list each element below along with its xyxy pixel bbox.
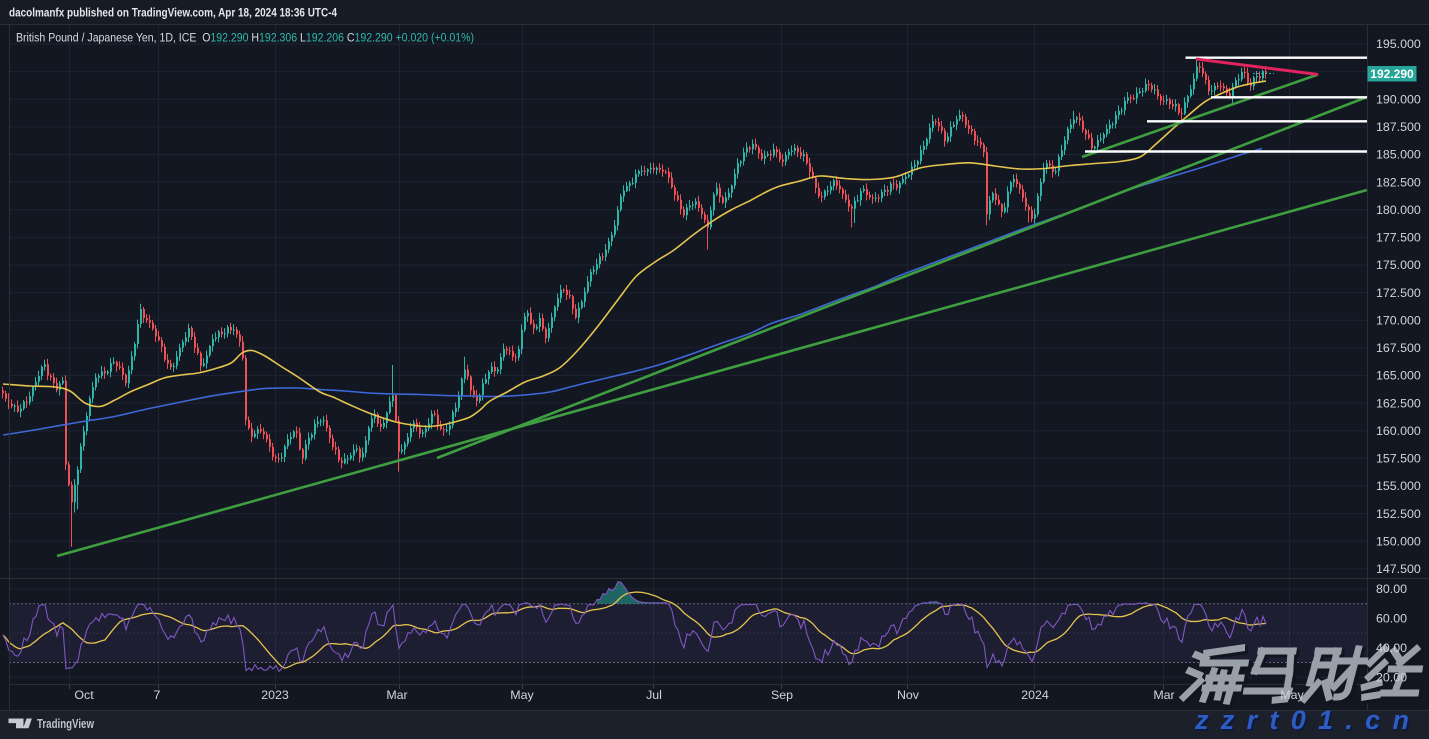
svg-text:150.000: 150.000	[1376, 535, 1421, 549]
svg-text:2024: 2024	[1021, 688, 1049, 702]
svg-text:162.500: 162.500	[1376, 396, 1421, 410]
svg-text:192.290: 192.290	[1370, 67, 1414, 81]
svg-text:TradingView: TradingView	[37, 716, 94, 731]
svg-text:167.500: 167.500	[1376, 341, 1421, 355]
svg-text:170.000: 170.000	[1376, 313, 1421, 327]
svg-text:zzrt01.cn: zzrt01.cn	[1194, 705, 1409, 735]
svg-text:Oct: Oct	[74, 688, 94, 702]
svg-text:157.500: 157.500	[1376, 452, 1421, 466]
svg-text:Sep: Sep	[771, 688, 793, 702]
svg-text:185.000: 185.000	[1376, 148, 1421, 162]
svg-text:7: 7	[154, 688, 161, 702]
svg-text:May: May	[510, 688, 534, 702]
svg-text:zzrt01.cn: zzrt01.cn	[1196, 707, 1411, 737]
svg-text:British Pound / Japanese Yen,: British Pound / Japanese Yen, 1D, ICE O1…	[16, 31, 474, 45]
svg-text:160.000: 160.000	[1376, 424, 1421, 438]
svg-text:Jul: Jul	[646, 688, 662, 702]
svg-text:187.500: 187.500	[1376, 120, 1421, 134]
svg-text:2023: 2023	[261, 688, 289, 702]
svg-text:40.00: 40.00	[1376, 641, 1407, 655]
svg-text:152.500: 152.500	[1376, 507, 1421, 521]
svg-text:155.000: 155.000	[1376, 479, 1421, 493]
svg-text:dacolmanfx published on Tradin: dacolmanfx published on TradingView.com,…	[9, 6, 337, 20]
svg-text:60.00: 60.00	[1376, 612, 1407, 626]
svg-text:80.00: 80.00	[1376, 582, 1407, 596]
svg-text:190.000: 190.000	[1376, 93, 1421, 107]
svg-text:Mar: Mar	[386, 688, 407, 702]
svg-text:Mar: Mar	[1153, 688, 1174, 702]
svg-text:May: May	[1280, 688, 1304, 702]
svg-text:20.00: 20.00	[1376, 670, 1407, 684]
svg-text:165.000: 165.000	[1376, 369, 1421, 383]
svg-text:180.000: 180.000	[1376, 203, 1421, 217]
svg-text:175.000: 175.000	[1376, 258, 1421, 272]
svg-text:177.500: 177.500	[1376, 231, 1421, 245]
svg-text:195.000: 195.000	[1376, 37, 1421, 51]
svg-text:147.500: 147.500	[1376, 562, 1421, 576]
svg-text:172.500: 172.500	[1376, 286, 1421, 300]
svg-text:182.500: 182.500	[1376, 175, 1421, 189]
svg-text:Nov: Nov	[897, 688, 920, 702]
